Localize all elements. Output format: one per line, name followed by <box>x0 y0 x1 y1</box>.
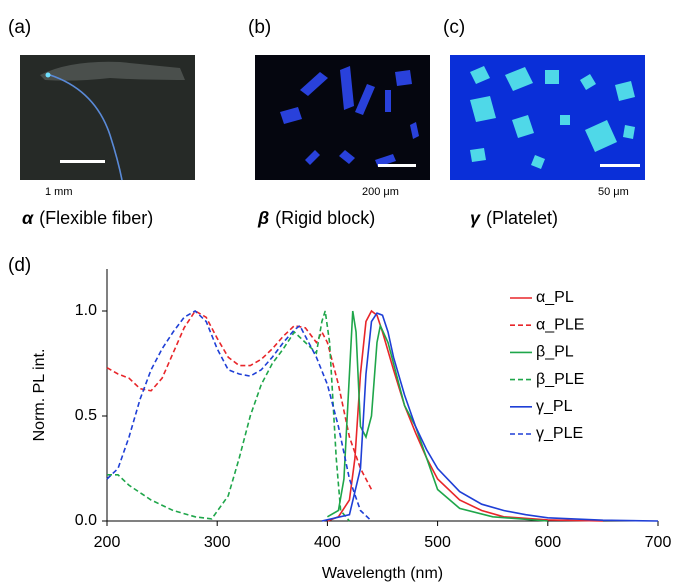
y-tick-label: 0.0 <box>75 512 97 529</box>
caption-text: (Flexible fiber) <box>39 208 153 228</box>
caption: α (Flexible fiber) <box>22 208 153 228</box>
panel-label: (c) <box>443 17 465 38</box>
x-tick-label: 200 <box>94 534 121 551</box>
panel-label: (b) <box>248 17 271 38</box>
scale-label: 1 mm <box>45 186 73 198</box>
photo-a <box>20 55 195 181</box>
x-axis-label: Wavelength (nm) <box>322 565 443 582</box>
legend-label: α_PL <box>536 289 574 306</box>
photo-b <box>255 55 430 180</box>
series-line <box>106 309 373 490</box>
caption-text: (Rigid block) <box>275 208 375 228</box>
series-line <box>106 310 373 522</box>
caption: β (Rigid block) <box>257 208 375 228</box>
legend-label: γ_PL <box>536 398 573 415</box>
x-tick-label: 600 <box>534 534 561 551</box>
scale-label: 200 μm <box>362 186 399 198</box>
legend-label: γ_PLE <box>536 425 583 442</box>
x-tick-label: 700 <box>645 534 672 551</box>
x-tick-label: 400 <box>314 534 341 551</box>
series-line <box>327 309 603 522</box>
photo-c <box>450 55 645 180</box>
caption-symbol: α <box>22 208 34 228</box>
scale-label: 50 μm <box>598 186 629 198</box>
caption-symbol: γ <box>470 208 481 228</box>
panel-label: (d) <box>8 255 31 276</box>
series-line <box>327 310 548 522</box>
series-line <box>107 310 351 522</box>
caption: γ (Platelet) <box>470 208 558 228</box>
caption-text: (Platelet) <box>486 208 558 228</box>
x-tick-label: 500 <box>424 534 451 551</box>
y-tick-label: 0.5 <box>75 407 97 424</box>
legend-label: α_PLE <box>536 316 584 333</box>
series-line <box>321 312 659 522</box>
y-tick-label: 1.0 <box>75 302 97 319</box>
x-tick-label: 300 <box>204 534 231 551</box>
legend-label: β_PL <box>536 344 574 361</box>
legend-label: β_PLE <box>536 371 584 388</box>
panel-label: (a) <box>8 17 31 38</box>
y-axis-label: Norm. PL int. <box>31 349 48 442</box>
caption-symbol: β <box>257 208 269 228</box>
